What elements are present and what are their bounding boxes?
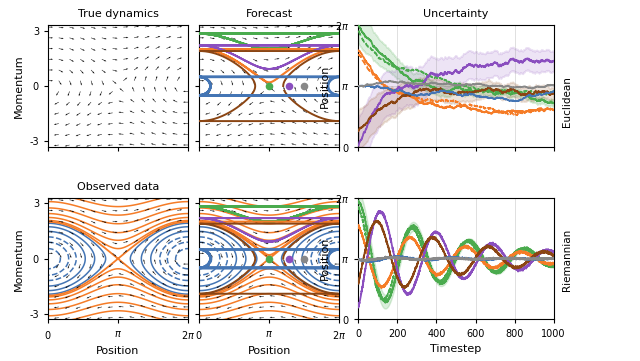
Title: Uncertainty: Uncertainty: [423, 9, 489, 19]
Point: [284, 83, 294, 89]
Y-axis label: Momentum: Momentum: [14, 227, 24, 291]
Title: True dynamics: True dynamics: [77, 9, 159, 19]
Title: Observed data: Observed data: [77, 182, 159, 192]
Y-axis label: Momentum: Momentum: [14, 54, 24, 118]
Point: [299, 83, 309, 89]
Point: [264, 83, 275, 89]
X-axis label: Position: Position: [248, 346, 291, 356]
Point: [284, 256, 294, 262]
Y-axis label: Position: Position: [319, 237, 330, 280]
Text: Euclidean: Euclidean: [562, 76, 572, 126]
Point: [264, 256, 275, 262]
Point: [299, 256, 309, 262]
Y-axis label: Position: Position: [319, 64, 330, 108]
X-axis label: Timestep: Timestep: [430, 344, 482, 354]
Text: Riemannian: Riemannian: [562, 229, 572, 291]
X-axis label: Position: Position: [96, 346, 140, 356]
Title: Forecast: Forecast: [246, 9, 292, 19]
